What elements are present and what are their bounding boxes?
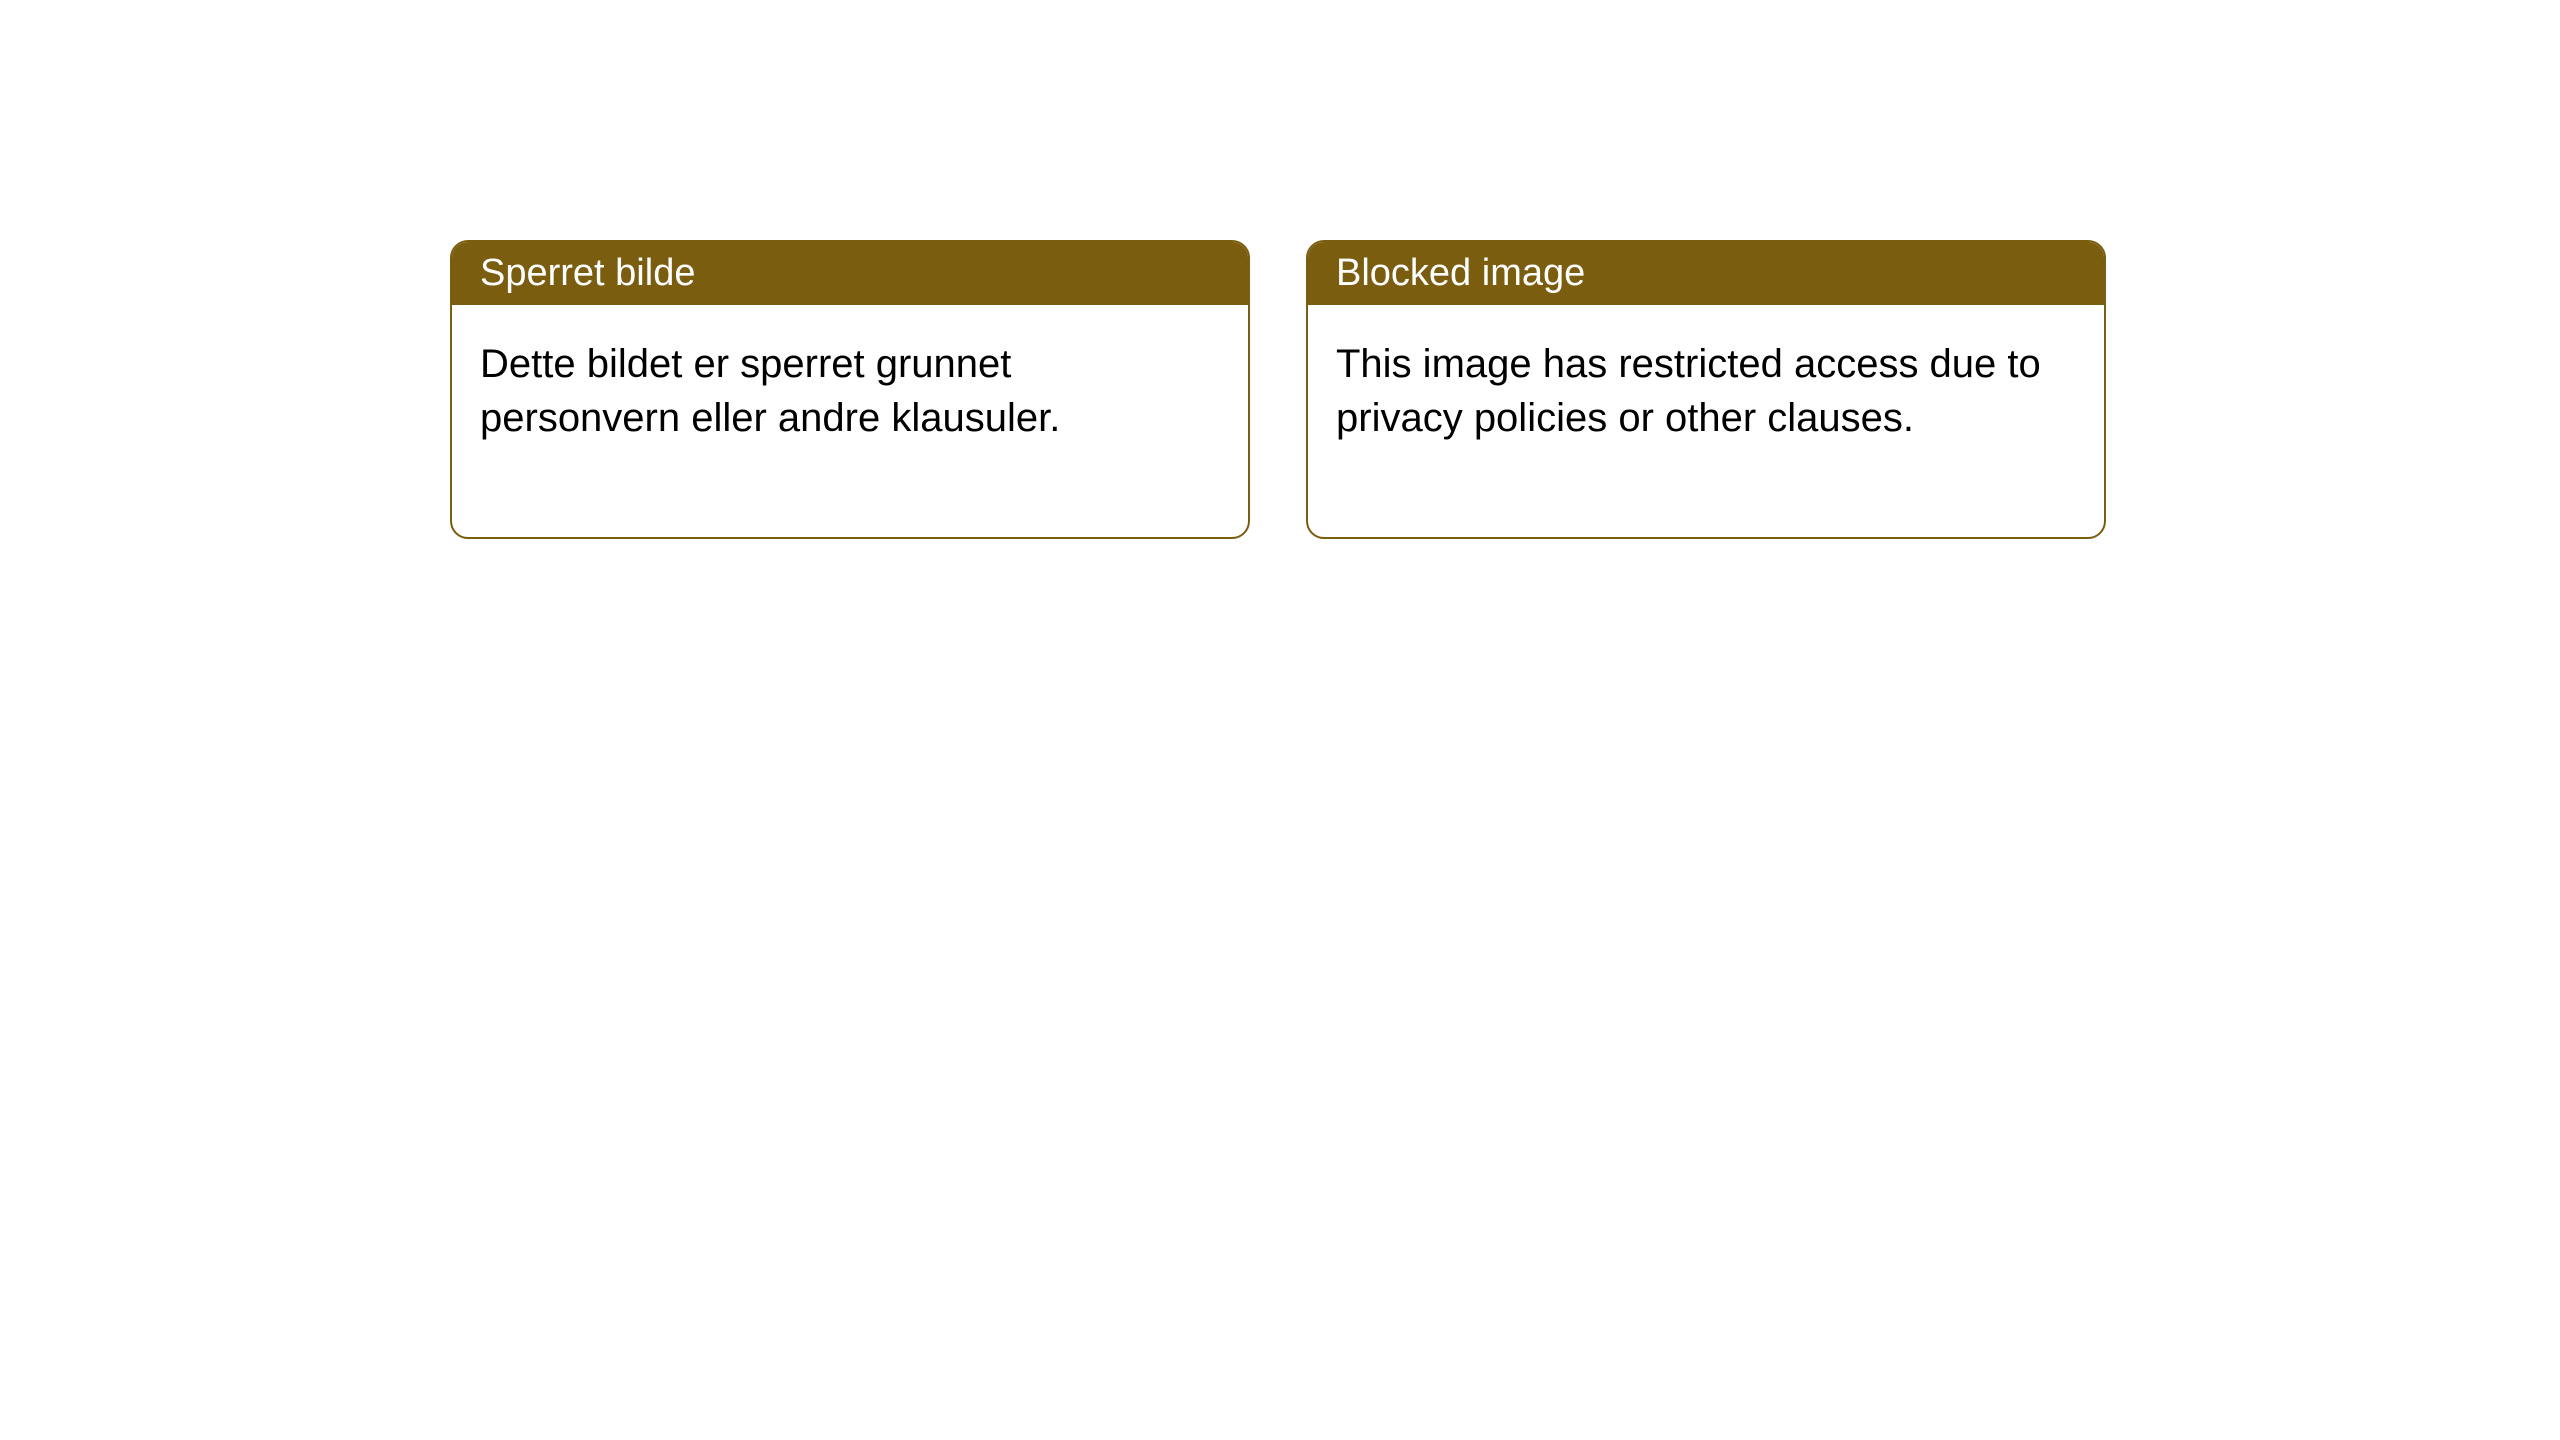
notice-container: Sperret bilde Dette bildet er sperret gr… [450,240,2106,539]
notice-body: This image has restricted access due to … [1308,305,2104,537]
notice-text: Dette bildet er sperret grunnet personve… [480,342,1060,440]
notice-header: Blocked image [1308,242,2104,305]
notice-card-norwegian: Sperret bilde Dette bildet er sperret gr… [450,240,1250,539]
notice-header: Sperret bilde [452,242,1248,305]
notice-title: Sperret bilde [480,252,695,294]
notice-card-english: Blocked image This image has restricted … [1306,240,2106,539]
notice-text: This image has restricted access due to … [1336,342,2041,440]
notice-body: Dette bildet er sperret grunnet personve… [452,305,1248,537]
notice-title: Blocked image [1336,252,1585,294]
